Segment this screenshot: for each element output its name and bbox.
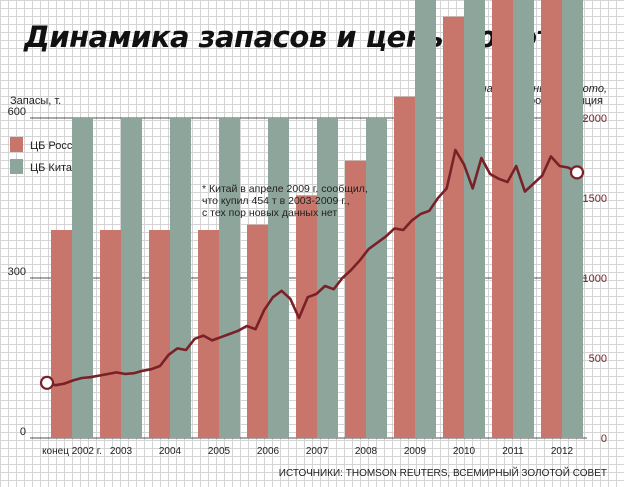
left-axis-ticks: 0300600900 [8, 106, 26, 438]
right-axis-ticks: 0 500 1000 1500 2000 [583, 113, 607, 445]
right-axis-label-line1: Динамнка цены на золото, [465, 83, 607, 95]
x-axis-ticks: конец 2002 г. 2003 2004 2005 2006 2007 2008 200… [42, 446, 573, 457]
price-end-marker [569, 165, 585, 180]
bar-china [72, 118, 93, 438]
bar-china [170, 118, 191, 438]
bar-china [317, 118, 338, 438]
bar-russia [394, 96, 415, 439]
x-tick-label: 2010 [453, 446, 476, 457]
bar-russia [100, 230, 121, 438]
legend-swatch-china [10, 159, 23, 174]
right-tick-label: 0 [601, 433, 607, 445]
bar-china [562, 0, 583, 439]
footnote: * Китай в апреле 2009 г. сообщил, что ку… [202, 183, 368, 219]
bar-russia [198, 230, 219, 438]
bar-russia [443, 16, 464, 439]
bar-russia [541, 0, 562, 438]
bar-russia [492, 0, 513, 438]
source-note: ИСТОЧНИКИ: THOMSON REUTERS, ВСЕМИРНЫЙ ЗО… [279, 466, 607, 479]
legend-label-russia: ЦБ России [30, 140, 85, 152]
left-tick-label: 600 [8, 106, 26, 118]
left-axis-label: Запасы, т. [10, 95, 61, 107]
bar-china [366, 118, 387, 438]
bar-russia [345, 160, 366, 438]
x-tick-label: 2012 [551, 446, 574, 457]
x-tick-label: 2009 [404, 446, 427, 457]
x-tick-label: 2004 [159, 446, 182, 457]
x-tick-label: 2005 [208, 446, 231, 457]
legend-label-china: ЦБ Китая* [30, 162, 83, 174]
left-tick-label: 300 [8, 266, 26, 278]
right-tick-label: 2000 [583, 113, 607, 125]
x-tick-label: 2006 [257, 446, 280, 457]
price-line-layer [39, 148, 585, 390]
right-tick-label: 1000 [583, 273, 607, 285]
x-tick-label: 2011 [502, 446, 524, 457]
bar-china [268, 118, 289, 438]
bar-china [415, 0, 436, 439]
bar-china [464, 0, 485, 439]
bar-china [513, 0, 534, 439]
x-tick-label: 2003 [110, 446, 133, 457]
right-tick-label: 1500 [583, 193, 607, 205]
x-tick-label: конец 2002 г. [42, 446, 102, 457]
price-start-marker [39, 375, 55, 390]
bar-china [121, 118, 142, 438]
bar-russia [296, 195, 317, 438]
legend-swatch-russia [10, 137, 23, 152]
bar-russia [149, 230, 170, 438]
x-tick-label: 2007 [306, 446, 329, 457]
right-tick-label: 500 [589, 353, 607, 365]
bar-russia [51, 230, 72, 438]
bar-china [219, 118, 240, 438]
price-line [46, 148, 578, 387]
bar-russia [247, 224, 268, 438]
left-tick-label: 0 [20, 426, 26, 438]
x-tick-label: 2008 [355, 446, 378, 457]
